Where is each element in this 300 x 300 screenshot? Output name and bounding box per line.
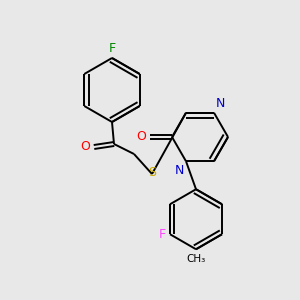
Text: CH₃: CH₃	[186, 254, 206, 264]
Text: S: S	[148, 167, 156, 179]
Text: N: N	[175, 164, 184, 177]
Text: O: O	[136, 130, 146, 143]
Text: N: N	[216, 97, 225, 110]
Text: F: F	[108, 42, 116, 55]
Text: F: F	[159, 228, 166, 241]
Text: O: O	[80, 140, 90, 154]
